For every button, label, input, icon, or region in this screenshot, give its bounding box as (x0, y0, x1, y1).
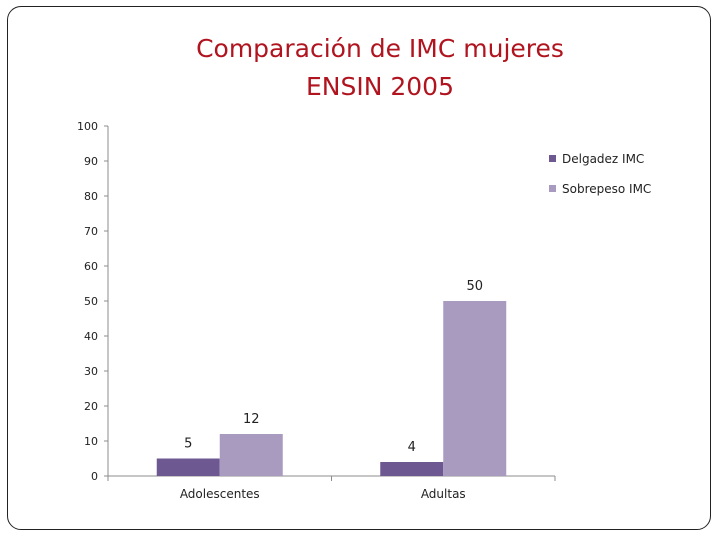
y-tick-label: 100 (77, 120, 98, 133)
bar (219, 434, 283, 476)
bar (380, 462, 444, 476)
legend-swatch (549, 155, 556, 162)
y-tick-label: 70 (84, 225, 98, 238)
data-label: 12 (243, 412, 260, 427)
y-axis: 0 10 20 30 40 50 60 70 80 90 100 (77, 120, 109, 483)
y-tick-label: 40 (84, 330, 98, 343)
y-tick-label: 0 (91, 470, 98, 483)
y-tick-label: 60 (84, 260, 98, 273)
bar (156, 458, 220, 476)
data-label: 5 (184, 437, 192, 452)
y-tick-label: 10 (84, 435, 98, 448)
y-tick-label: 20 (84, 400, 98, 413)
category-label: Adolescentes (180, 487, 260, 501)
legend-label: Delgadez IMC (562, 152, 644, 166)
y-tick-label: 90 (84, 155, 98, 168)
y-tick-label: 50 (84, 295, 98, 308)
legend: Delgadez IMC Sobrepeso IMC (549, 152, 651, 196)
data-labels: 5 12 4 50 (184, 279, 483, 455)
legend-swatch (549, 185, 556, 192)
chart-title: Comparación de IMC mujeres ENSIN 2005 (0, 30, 720, 106)
bar (443, 301, 507, 476)
x-axis: Adolescentes Adultas (107, 475, 556, 501)
data-label: 4 (408, 440, 416, 455)
slide-frame (7, 6, 711, 530)
y-tick-label: 30 (84, 365, 98, 378)
legend-label: Sobrepeso IMC (562, 182, 651, 196)
title-line-2: ENSIN 2005 (305, 72, 454, 101)
data-label: 50 (466, 279, 483, 294)
bars (156, 301, 507, 476)
title-line-1: Comparación de IMC mujeres (196, 34, 564, 63)
category-label: Adultas (421, 487, 466, 501)
y-tick-label: 80 (84, 190, 98, 203)
